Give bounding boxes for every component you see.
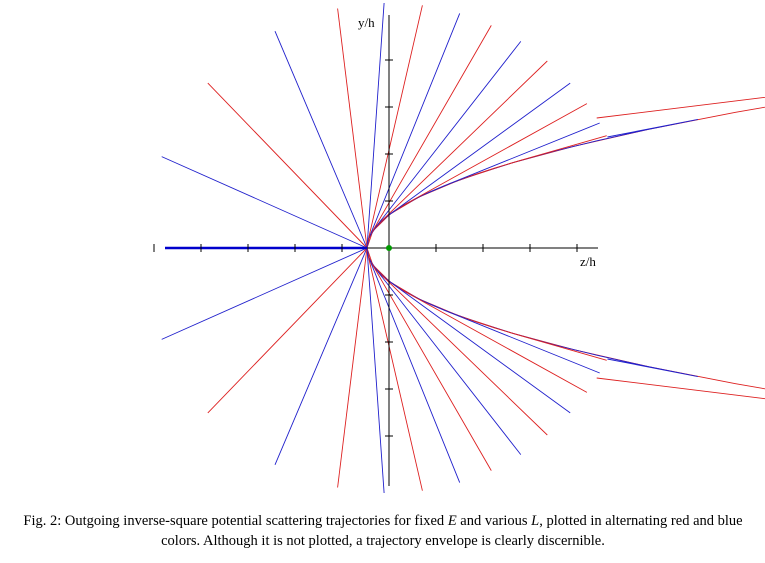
trajectory (366, 60, 548, 249)
caption-text: and various (456, 513, 532, 529)
trajectory (366, 247, 588, 393)
origin (386, 245, 392, 251)
trajectory (366, 247, 765, 400)
trajectory (366, 2, 385, 248)
trajectory (366, 118, 698, 249)
trajectory (207, 82, 368, 249)
trajectory (366, 247, 600, 374)
trajectory (161, 156, 368, 249)
figure: y/h z/h (153, 2, 765, 494)
trajectory (366, 248, 385, 494)
trajectory (161, 247, 368, 340)
trajectory (274, 247, 368, 465)
y-axis-label: y/h (358, 15, 375, 30)
trajectory (274, 31, 368, 249)
caption-text: , plotted in alternating red and blue co… (161, 513, 743, 549)
axes (153, 15, 598, 486)
trajectory (366, 247, 698, 378)
caption: Fig. 2: Outgoing inverse-square potentia… (8, 511, 758, 551)
trajectory (337, 247, 368, 488)
trajectory (366, 247, 548, 436)
trajectory (366, 122, 600, 249)
trajectory (366, 103, 588, 249)
z-axis-label: z/h (580, 254, 596, 269)
caption-symbol: L (531, 513, 540, 529)
trajectory (366, 96, 765, 249)
trajectory (337, 8, 368, 249)
caption-text: Fig. 2: Outgoing inverse-square potentia… (23, 513, 448, 529)
trajectory (207, 247, 368, 414)
caption-symbol: E (447, 513, 457, 529)
